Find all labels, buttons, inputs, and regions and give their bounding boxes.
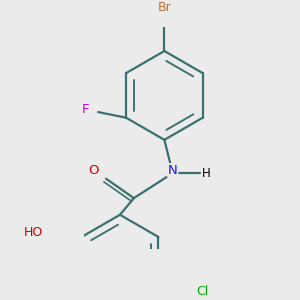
Text: Br: Br	[158, 2, 171, 14]
Text: F: F	[82, 103, 89, 116]
Text: Cl: Cl	[197, 285, 209, 298]
Text: O: O	[88, 164, 99, 177]
Text: HO: HO	[23, 226, 43, 239]
Text: H: H	[202, 167, 210, 180]
Text: N: N	[168, 164, 178, 177]
